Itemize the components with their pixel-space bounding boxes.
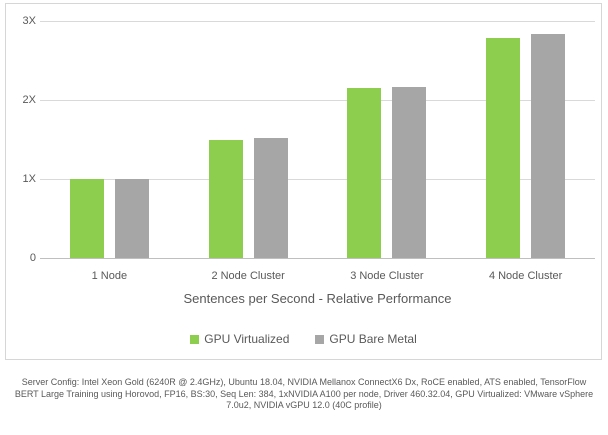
legend-swatch-green-icon [190, 334, 200, 344]
bar-gpu-virtualized [347, 88, 382, 258]
gridline [40, 21, 595, 22]
legend: GPU Virtualized GPU Bare Metal [6, 332, 601, 346]
gridline [40, 179, 595, 180]
y-tick-label: 1X [22, 173, 36, 185]
category-label: 4 Node Cluster [488, 270, 563, 282]
y-tick-label: 2X [22, 94, 36, 106]
bar-gpu-virtualized [69, 179, 104, 258]
category-label: 1 Node [91, 270, 128, 282]
y-axis-labels: 3X 2X 1X 0 [12, 15, 38, 264]
bar-gpu-bare-metal [253, 137, 288, 258]
category-label: 2 Node Cluster [211, 270, 285, 282]
server-config-footnote: Server Config: Intel Xeon Gold (6240R @ … [14, 377, 594, 411]
legend-item-gpu-bare-metal: GPU Bare Metal [315, 332, 417, 346]
bar-gpu-virtualized [208, 140, 243, 258]
category-label: 3 Node Cluster [350, 270, 424, 282]
y-tick-label: 3X [22, 15, 36, 27]
bar-group [179, 21, 318, 258]
legend-swatch-gray-icon [315, 334, 325, 344]
y-tick-label: 0 [29, 252, 36, 264]
x-axis-title: Sentences per Second - Relative Performa… [183, 291, 452, 306]
bar-group [40, 21, 179, 258]
x-axis-line [40, 258, 595, 259]
legend-item-gpu-virtualized: GPU Virtualized [190, 332, 289, 346]
chart-frame: 3X 2X 1X 0 1 Node 2 Node Cluster 3 Node Clust… [5, 3, 602, 360]
bar-group [318, 21, 457, 258]
bar-gpu-bare-metal [114, 179, 149, 258]
gridline [40, 100, 595, 101]
bar-gpu-virtualized [486, 37, 521, 258]
bar-gpu-bare-metal [392, 86, 427, 258]
plot-area [40, 21, 595, 259]
bar-group [456, 21, 595, 258]
bar-gpu-bare-metal [531, 33, 566, 258]
legend-label-gpu-virtualized: GPU Virtualized [204, 332, 290, 346]
x-axis-category-labels: 1 Node 2 Node Cluster 3 Node Cluster 4 Node… [40, 270, 595, 282]
bar-groups [40, 21, 595, 258]
legend-label-gpu-bare-metal: GPU Bare Metal [329, 332, 417, 346]
